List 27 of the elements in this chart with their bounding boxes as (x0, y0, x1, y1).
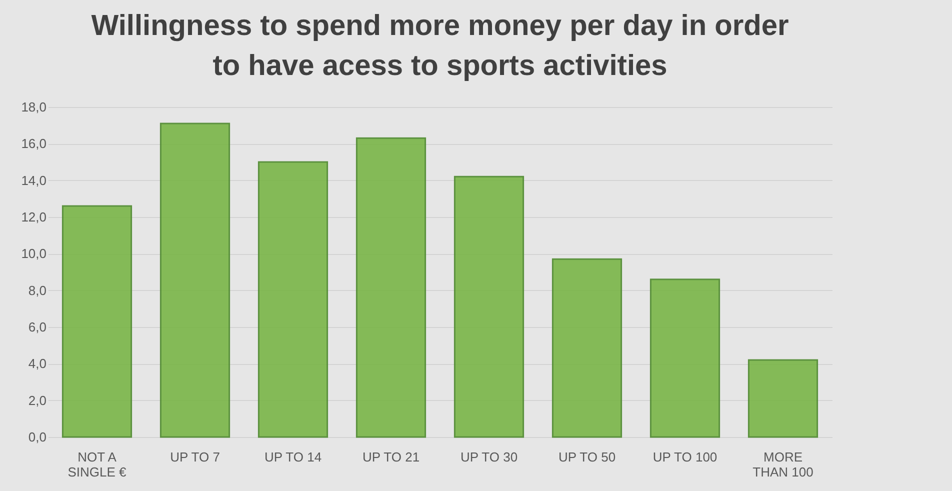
y-tick-label: 18,0 (21, 100, 46, 114)
x-tick-label: NOT A SINGLE € (68, 450, 128, 480)
bar (454, 176, 524, 438)
y-tick-label: 4,0 (28, 356, 46, 372)
x-tick-label: UP TO 50 (558, 450, 616, 464)
bar (160, 122, 230, 438)
bar (650, 278, 720, 438)
y-tick-label: 6,0 (28, 320, 46, 334)
y-tick-label: 16,0 (21, 136, 46, 152)
bar (748, 359, 818, 438)
x-tick-label: UP TO 14 (264, 450, 322, 464)
x-tick-label: UP TO 100 (652, 450, 718, 464)
bar (62, 205, 132, 438)
chart-title: Willingness to spend more money per day in order to have acess to sports activities (91, 10, 789, 82)
y-tick-label: 10,0 (21, 246, 46, 262)
x-tick-label: UP TO 21 (362, 450, 420, 464)
y-tick-label: 2,0 (28, 392, 46, 408)
bar (258, 161, 328, 438)
x-tick-label: UP TO 7 (170, 450, 220, 464)
x-tick-label: UP TO 30 (460, 450, 518, 464)
x-tick-label: MORE THAN 100 (752, 450, 814, 480)
y-tick-label: 12,0 (21, 210, 46, 224)
bar (356, 137, 426, 438)
bar (552, 258, 622, 438)
y-tick-label: 14,0 (21, 172, 46, 188)
y-tick-label: 0,0 (28, 430, 46, 444)
y-tick-label: 8,0 (28, 282, 46, 298)
